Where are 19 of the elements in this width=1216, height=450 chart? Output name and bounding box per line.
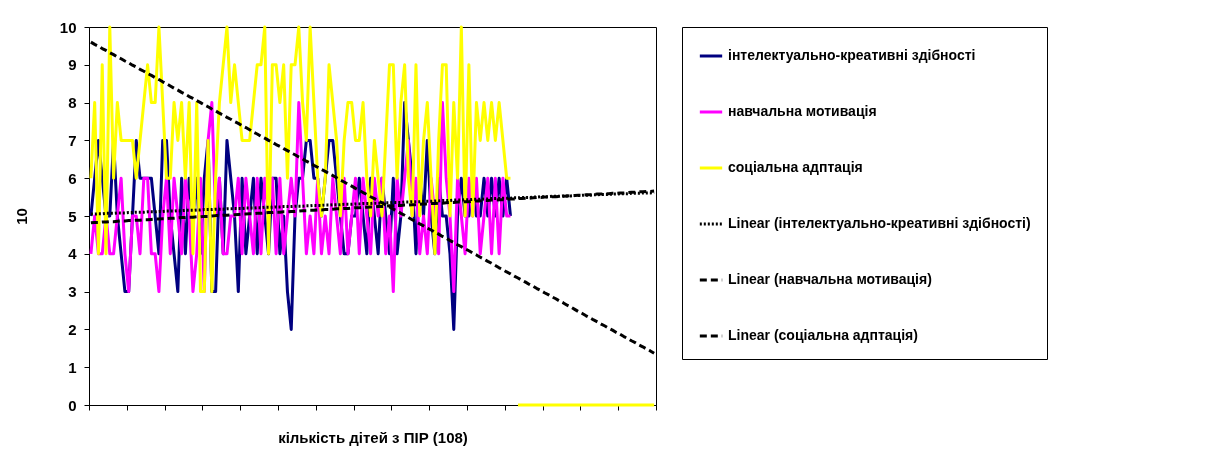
legend-label: навчальна мотивація [728,103,877,119]
legend-label: Linear (навчальна мотивація) [728,271,932,287]
y-tick-label: 3 [68,283,77,301]
y-tick-label: 7 [68,131,77,149]
y-tick-label: 1 [68,358,77,376]
legend-label: Linear (інтелектуально-креативні здібності) [728,215,1031,231]
y-axis-title: 10 [12,208,30,225]
y-tick-label: 5 [68,207,77,225]
y-tick-label: 4 [68,245,78,263]
y-tick-label: 8 [68,94,77,112]
y-tick-label: 2 [68,320,77,338]
y-tick-label: 0 [68,396,77,414]
legend-label: Linear (соціальна адптація) [728,327,918,343]
legend-label: соціальна адптація [728,159,863,175]
legend-label: інтелектуально-креативні здібності [728,47,976,63]
y-tick-label: 9 [68,56,77,74]
y-tick-label: 6 [68,169,77,187]
y-tick-label: 10 [59,18,77,36]
x-axis-title: кількість дітей з ПІР (108) [278,429,468,446]
